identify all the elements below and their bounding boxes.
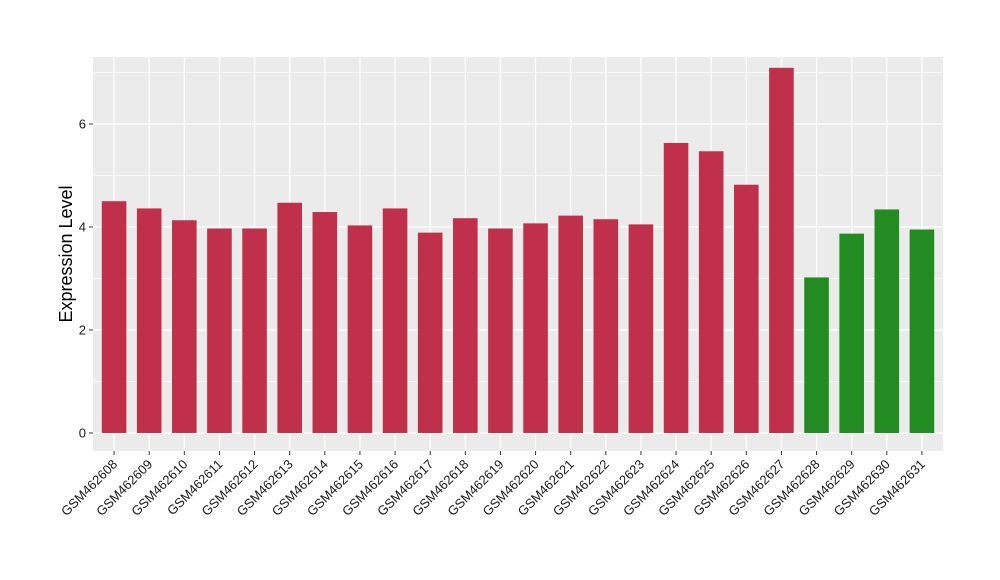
- bar-GSM462619: [488, 228, 513, 433]
- y-axis-ticks: 0 2 4 6: [79, 116, 93, 440]
- bar-GSM462616: [382, 208, 408, 433]
- bar-GSM462629: [839, 233, 864, 433]
- y-tick-label: 4: [79, 219, 86, 234]
- bar-GSM462627: [769, 67, 794, 433]
- y-tick-label: 2: [79, 322, 86, 337]
- bar-GSM462617: [417, 232, 443, 433]
- bar-GSM462618: [453, 218, 478, 433]
- bar-GSM462610: [172, 220, 197, 433]
- y-tick-label: 6: [79, 116, 86, 131]
- bar-GSM462614: [312, 212, 338, 433]
- bar-GSM462615: [347, 225, 373, 433]
- y-tick-label: 0: [79, 425, 86, 440]
- bar-GSM462609: [136, 208, 162, 433]
- bar-GSM462630: [874, 209, 900, 433]
- bar-GSM462613: [277, 202, 302, 433]
- bar-GSM462626: [734, 184, 759, 433]
- bar-GSM462611: [207, 228, 232, 433]
- bar-GSM462612: [242, 228, 267, 433]
- bar-GSM462628: [804, 277, 829, 433]
- x-axis-ticks: GSM462608GSM462609GSM462610GSM462611GSM4…: [58, 451, 928, 519]
- bar-GSM462621: [558, 215, 583, 433]
- plot-panel: [93, 57, 943, 451]
- minor-gridlines: [93, 72, 943, 382]
- bar-GSM462624: [663, 143, 689, 433]
- bars: [101, 67, 935, 433]
- bar-GSM462625: [698, 151, 724, 433]
- bar-GSM462608: [101, 201, 127, 433]
- bar-GSM462622: [593, 219, 619, 433]
- y-axis-title: Expression Level: [56, 185, 76, 322]
- bar-GSM462620: [523, 223, 548, 433]
- bar-GSM462623: [628, 224, 654, 433]
- bar-GSM462631: [909, 229, 935, 433]
